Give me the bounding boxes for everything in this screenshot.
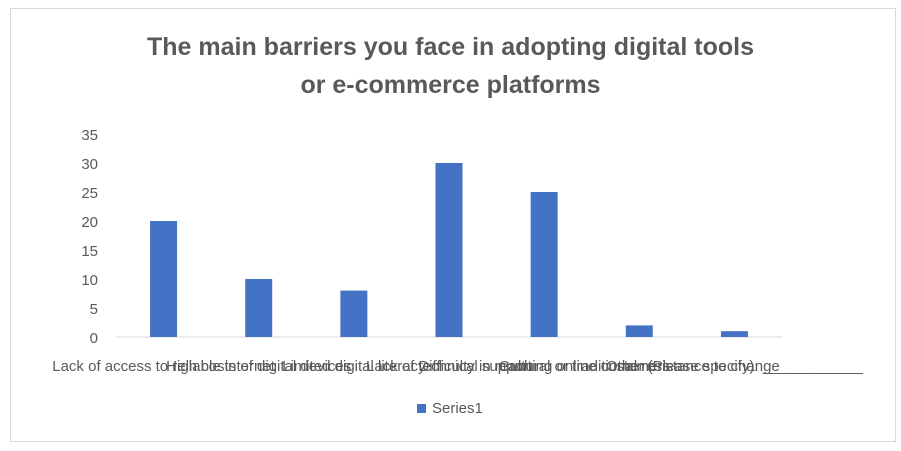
- y-tick-label-25: 25: [81, 185, 98, 202]
- y-tick-label-15: 15: [81, 243, 98, 260]
- chart-title-line-1: The main barriers you face in adopting d…: [146, 33, 755, 61]
- x-tick-label-4: Lack of technical support: [366, 358, 533, 375]
- bar-2: [245, 279, 273, 337]
- y-tick-label-0: 0: [90, 330, 98, 347]
- bar-3: [340, 290, 368, 337]
- x-tick-label-3: Limited digital literacy: [282, 358, 426, 375]
- chart-title: The main barriers you face in adopting d…: [0, 28, 901, 104]
- x-tick-label-5: Difficulty in reaching online customers: [418, 358, 670, 375]
- bar-7: [720, 331, 748, 337]
- bars: [150, 163, 748, 337]
- bar-4: [435, 163, 463, 337]
- chart-title-line-2: or e-commerce platforms: [300, 71, 601, 99]
- y-axis-labels: 0 5 10 15 20 25 30 35: [81, 127, 98, 347]
- y-tick-label-5: 5: [90, 301, 98, 318]
- legend: Series1: [417, 400, 483, 417]
- x-tick-label-7: Other (Please specify): ____________: [606, 358, 863, 375]
- x-tick-label-2: High costs of digital devices: [166, 358, 351, 375]
- x-tick-label-6: Cultural or traditional resistance to ch…: [499, 358, 780, 375]
- legend-label-series1: Series1: [432, 400, 483, 417]
- bar-5: [530, 192, 558, 337]
- bar-1: [150, 221, 178, 337]
- x-tick-label-1: Lack of access to reliable internet: [52, 358, 275, 375]
- x-axis-labels: Lack of access to reliable internetHigh …: [52, 358, 863, 375]
- legend-swatch-series1: [417, 404, 426, 413]
- y-tick-label-30: 30: [81, 156, 98, 173]
- y-tick-label-20: 20: [81, 214, 98, 231]
- y-tick-label-35: 35: [81, 127, 98, 144]
- y-tick-label-10: 10: [81, 272, 98, 289]
- bar-6: [625, 325, 653, 337]
